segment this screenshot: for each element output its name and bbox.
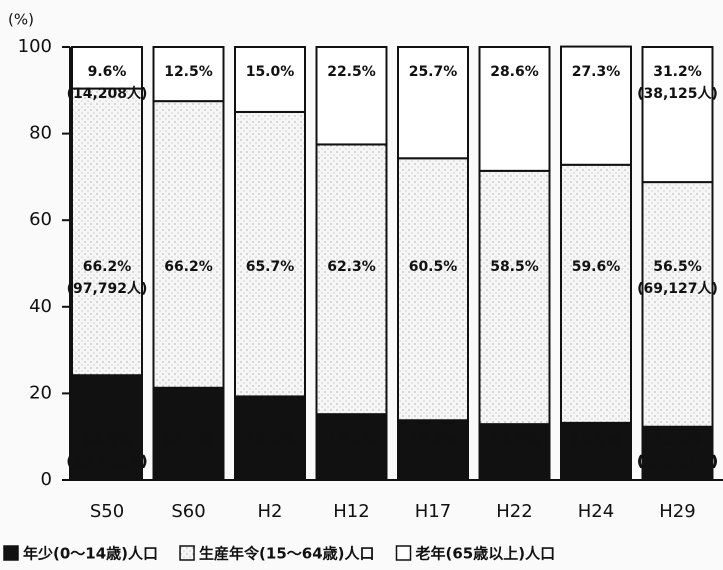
x-tick-label: H17 xyxy=(415,501,451,522)
bar-segment xyxy=(152,100,225,389)
x-tick-label: H22 xyxy=(496,501,532,522)
bar-segment xyxy=(71,46,143,90)
y-tick-label: 0 xyxy=(41,469,52,490)
value-label: 66.2% xyxy=(83,259,132,275)
value-label: 60.5% xyxy=(409,259,458,275)
bar-segment xyxy=(152,386,225,481)
bar-segment xyxy=(478,169,551,426)
value-label: 13.8% xyxy=(409,432,458,448)
bar-segment xyxy=(560,45,632,166)
value-label: 58.5% xyxy=(490,259,539,275)
value-label: 22.5% xyxy=(327,64,376,80)
bar-segment xyxy=(152,46,225,103)
bar-segment xyxy=(397,157,469,422)
value-label: 24.2% xyxy=(83,432,132,448)
x-tick-label: H12 xyxy=(333,501,369,522)
legend-swatch xyxy=(395,545,412,561)
bar-segment xyxy=(641,181,714,428)
y-tick-label: 80 xyxy=(29,123,52,144)
value-label: 27.3% xyxy=(572,64,621,80)
value-label: 15.0% xyxy=(246,64,295,80)
bar-segment xyxy=(234,395,306,481)
bar-segment xyxy=(234,110,306,398)
legend-swatch xyxy=(179,545,195,561)
count-label: (35,715人) xyxy=(67,453,148,470)
value-label: 9.6% xyxy=(88,64,127,80)
value-label: 56.5% xyxy=(653,259,702,275)
legend-label: 生産年令(15〜64歳)人口 xyxy=(199,545,374,563)
value-label: 25.7% xyxy=(409,64,458,80)
value-label: 15.2% xyxy=(327,432,376,448)
x-tick-label: H2 xyxy=(258,501,283,522)
y-tick-label: 20 xyxy=(29,382,52,403)
count-label: (97,792人) xyxy=(67,280,148,297)
count-label: (69,127人) xyxy=(637,280,718,297)
bar-segment xyxy=(234,46,306,113)
value-label: 12.5% xyxy=(164,64,213,80)
value-label: 31.2% xyxy=(653,64,702,80)
value-label: 59.6% xyxy=(572,259,621,275)
value-label: 12.9% xyxy=(490,432,539,448)
legend-label: 老年(65歳以上)人口 xyxy=(415,545,556,563)
bar-segment xyxy=(560,421,632,481)
x-tick-label: S60 xyxy=(171,501,205,522)
bar-segment xyxy=(641,46,714,184)
value-label: 19.3% xyxy=(246,432,295,448)
value-label: 62.3% xyxy=(327,259,376,275)
bar-segment xyxy=(315,143,388,416)
bar-segment xyxy=(397,46,469,160)
bar-segment xyxy=(315,46,388,146)
y-tick-label: 100 xyxy=(18,36,52,57)
bar-segment xyxy=(315,413,388,481)
x-tick-label: H29 xyxy=(659,501,695,522)
value-label: 28.6% xyxy=(490,64,539,80)
count-label: (15,101人) xyxy=(637,453,718,470)
value-label: 66.2% xyxy=(164,259,213,275)
x-tick-label: S50 xyxy=(90,501,124,522)
bar-segment xyxy=(397,419,469,482)
bar-segment xyxy=(71,87,143,377)
y-tick-label: 40 xyxy=(29,296,52,317)
value-label: 13.2% xyxy=(572,432,621,448)
legend-swatch xyxy=(3,545,19,561)
y-tick-label: 60 xyxy=(29,209,52,230)
bar-segment xyxy=(560,163,632,424)
count-label: (14,208人) xyxy=(67,85,148,102)
count-label: (38,125人) xyxy=(637,85,718,102)
value-label: 12.3% xyxy=(653,432,702,448)
value-label: 21.3% xyxy=(164,432,213,448)
legend-label: 年少(0〜14歳)人口 xyxy=(23,545,158,563)
x-tick-label: H24 xyxy=(578,501,614,522)
y-axis-label: (%) xyxy=(8,11,34,29)
bar-segment xyxy=(478,46,551,172)
value-label: 65.7% xyxy=(246,259,295,275)
